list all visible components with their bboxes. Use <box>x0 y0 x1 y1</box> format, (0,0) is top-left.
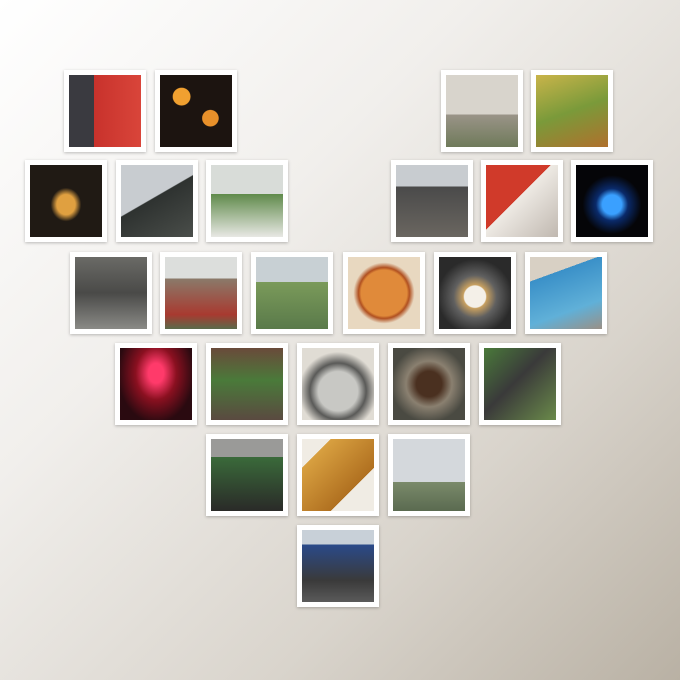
photo <box>479 343 561 425</box>
photo <box>525 252 607 334</box>
photo <box>391 160 473 242</box>
photo <box>70 252 152 334</box>
photo <box>434 252 516 334</box>
photo <box>297 434 379 516</box>
photo <box>441 70 523 152</box>
photo <box>571 160 653 242</box>
photo <box>116 160 198 242</box>
photo <box>206 160 288 242</box>
photo <box>388 434 470 516</box>
photo <box>25 160 107 242</box>
photo <box>160 252 242 334</box>
photo <box>64 70 146 152</box>
photo <box>115 343 197 425</box>
photo <box>155 70 237 152</box>
photo <box>481 160 563 242</box>
photo <box>297 343 379 425</box>
photo <box>388 343 470 425</box>
photo <box>206 343 288 425</box>
photo <box>343 252 425 334</box>
photo <box>531 70 613 152</box>
photo <box>297 525 379 607</box>
photo <box>251 252 333 334</box>
photo <box>206 434 288 516</box>
